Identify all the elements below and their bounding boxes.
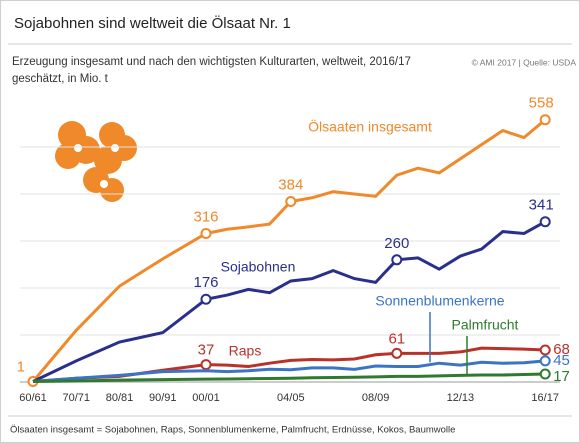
value-label: 176	[193, 274, 218, 291]
point-marker	[200, 293, 212, 305]
point-marker	[539, 368, 551, 380]
x-tick-label: 90/91	[149, 392, 177, 404]
point-marker	[391, 347, 403, 359]
value-label: 558	[529, 95, 554, 112]
value-label: 61	[388, 330, 405, 347]
flower-icon	[55, 121, 137, 202]
point-marker	[391, 254, 403, 266]
x-tick-label: 70/71	[62, 392, 90, 404]
value-label: 316	[193, 208, 218, 225]
series-line	[32, 372, 546, 384]
point-marker	[200, 227, 212, 239]
point-marker	[200, 359, 212, 371]
footnote: Ölsaaten insgesamt = Sojabohnen, Raps, S…	[10, 425, 455, 436]
value-label: 384	[278, 176, 303, 193]
x-tick-label: 60/61	[19, 392, 47, 404]
subtitle-box: Erzeugung insgesamt und nach den wichtig…	[12, 56, 411, 85]
series-line	[32, 346, 546, 384]
series-name: Raps	[229, 343, 262, 359]
series-name: Sonnenblumenkerne	[375, 293, 504, 309]
x-tick-label: 16/17	[531, 392, 559, 404]
chart-subtitle: Erzeugung insgesamt und nach den wichtig…	[12, 56, 411, 85]
point-marker	[539, 216, 551, 228]
chart-title: Sojabohnen sind weltweit die Ölsaat Nr. …	[14, 14, 291, 32]
value-label: 341	[529, 197, 554, 214]
source: © AMI 2017 | Quelle: USDA	[472, 57, 577, 67]
x-tick-label: 04/05	[277, 392, 305, 404]
series-line	[32, 359, 546, 384]
value-label: 37	[198, 342, 215, 359]
series-line	[32, 220, 546, 383]
value-label: 68	[553, 341, 570, 358]
point-marker	[539, 344, 551, 356]
x-tick-label: 08/09	[362, 392, 390, 404]
point-marker	[539, 355, 551, 367]
x-tick-label: 80/81	[106, 392, 134, 404]
value-label: 17	[553, 368, 570, 385]
series-line	[31, 118, 547, 383]
series-name: Ölsaaten insgesamt	[308, 118, 432, 135]
point-marker	[285, 196, 297, 208]
value-label: 1	[17, 358, 25, 375]
series-name: Palmfrucht	[452, 317, 519, 333]
x-tick-label: 00/01	[192, 392, 220, 404]
series-name: Sojabohnen	[221, 259, 296, 275]
x-tick-label: 12/13	[447, 392, 475, 404]
point-marker	[539, 114, 551, 126]
value-label: 45	[553, 352, 570, 369]
value-label: 260	[384, 235, 409, 252]
